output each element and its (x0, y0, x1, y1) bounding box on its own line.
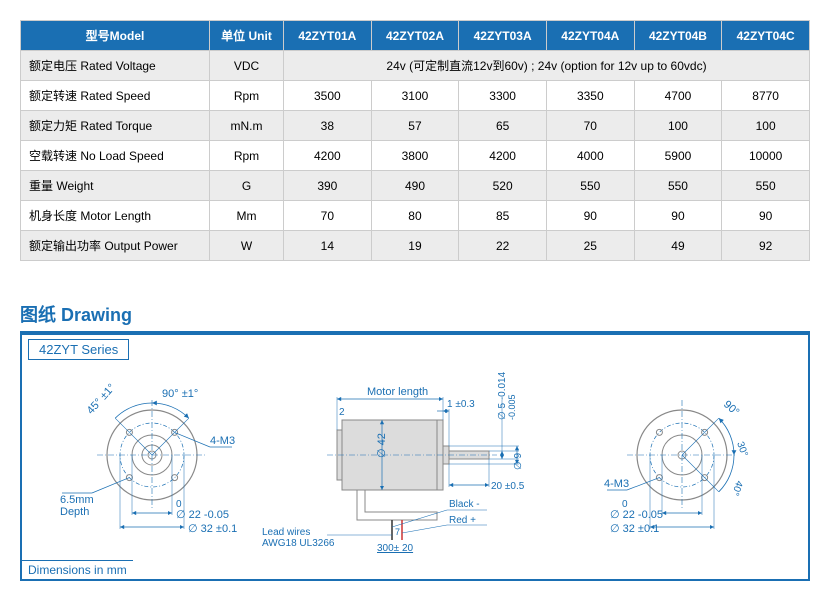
row-value: 25 (546, 231, 634, 261)
row-value: 70 (546, 111, 634, 141)
label-ang45: 45° ±1° (85, 382, 118, 417)
row-label: 额定转速 Rated Speed (21, 81, 210, 111)
table-row: 额定电压 Rated VoltageVDC24v (可定制直流12v到60v) … (21, 51, 810, 81)
label-r-4m3: 4-M3 (604, 478, 629, 490)
row-value: 90 (546, 201, 634, 231)
row-value: 3300 (459, 81, 547, 111)
row-unit: W (210, 231, 284, 261)
row-unit: Rpm (210, 81, 284, 111)
label-depth: 6.5mmDepth (60, 494, 94, 518)
row-value: 3100 (371, 81, 459, 111)
label-d42: ∅ 42 (376, 433, 388, 458)
header-c3: 42ZYT03A (459, 21, 547, 51)
label-d9: ∅ 9 (513, 453, 524, 470)
header-c2: 42ZYT02A (371, 21, 459, 51)
table-row: 额定力矩 Rated TorquemN.m38576570100100 (21, 111, 810, 141)
label-r-ang90: 90° (721, 398, 741, 418)
label-black: Black - (449, 499, 480, 510)
row-label: 机身长度 Motor Length (21, 201, 210, 231)
label-300: 300± 20 (377, 543, 414, 554)
label-r-ang40: 40° (729, 479, 745, 497)
row-value: 19 (371, 231, 459, 261)
label-2: 2 (339, 407, 345, 418)
row-value: 4000 (546, 141, 634, 171)
row-value: 80 (371, 201, 459, 231)
row-unit: Mm (210, 201, 284, 231)
row-value: 550 (722, 171, 810, 201)
table-row: 空载转速 No Load SpeedRpm4200380042004000590… (21, 141, 810, 171)
series-tab: 42ZYT Series (28, 339, 129, 360)
header-model: 型号Model (21, 21, 210, 51)
header-unit: 单位 Unit (210, 21, 284, 51)
row-value: 3800 (371, 141, 459, 171)
row-value: 92 (722, 231, 810, 261)
label-red: Red + (449, 515, 476, 526)
technical-drawing: 90° ±1° 45° ±1° 4-M3 6.5mmDepth 0 ∅ 22 -… (22, 360, 808, 560)
table-row: 额定输出功率 Output PowerW141922254992 (21, 231, 810, 261)
row-value: 22 (459, 231, 547, 261)
label-r-d32: ∅ 32 ±0.1 (610, 523, 659, 535)
header-c6: 42ZYT04C (722, 21, 810, 51)
row-value: 10000 (722, 141, 810, 171)
row-span-value: 24v (可定制直流12v到60v) ; 24v (option for 12v… (284, 51, 810, 81)
row-label: 重量 Weight (21, 171, 210, 201)
row-value: 550 (634, 171, 722, 201)
dim-footer: Dimensions in mm (22, 560, 133, 579)
table-row: 重量 WeightG390490520550550550 (21, 171, 810, 201)
row-value: 5900 (634, 141, 722, 171)
row-value: 49 (634, 231, 722, 261)
drawing-frame: 42ZYT Series (20, 333, 810, 581)
row-value: 3350 (546, 81, 634, 111)
label-7: 7 (395, 527, 400, 537)
row-value: 38 (284, 111, 372, 141)
row-value: 70 (284, 201, 372, 231)
row-value: 8770 (722, 81, 810, 111)
label-4m3-left: 4-M3 (210, 435, 235, 447)
label-20: 20 ±0.5 (491, 481, 525, 492)
label-ang90: 90° ±1° (162, 388, 198, 400)
row-value: 550 (546, 171, 634, 201)
label-motor-length: Motor length (367, 386, 428, 398)
row-value: 90 (634, 201, 722, 231)
header-c1: 42ZYT01A (284, 21, 372, 51)
row-value: 520 (459, 171, 547, 201)
row-value: 4200 (284, 141, 372, 171)
drawing-title: 图纸 Drawing (20, 301, 810, 333)
label-leads: Lead wiresAWG18 UL3266 (262, 527, 335, 549)
row-value: 490 (371, 171, 459, 201)
row-value: 90 (722, 201, 810, 231)
row-value: 4200 (459, 141, 547, 171)
row-value: 3500 (284, 81, 372, 111)
label-1-03: 1 ±0.3 (447, 399, 475, 410)
row-value: 65 (459, 111, 547, 141)
label-d5-up: -0.005 (507, 394, 517, 420)
label-r-d22: ∅ 22 -0.05 (610, 509, 663, 521)
spec-tbody: 额定电压 Rated VoltageVDC24v (可定制直流12v到60v) … (21, 51, 810, 261)
row-value: 57 (371, 111, 459, 141)
row-label: 额定力矩 Rated Torque (21, 111, 210, 141)
row-value: 390 (284, 171, 372, 201)
header-c4: 42ZYT04A (546, 21, 634, 51)
label-d32-left: ∅ 32 ±0.1 (188, 523, 237, 535)
row-unit: VDC (210, 51, 284, 81)
table-row: 额定转速 Rated SpeedRpm350031003300335047008… (21, 81, 810, 111)
row-value: 14 (284, 231, 372, 261)
label-r-ang30: 30° (734, 440, 750, 458)
row-unit: Rpm (210, 141, 284, 171)
row-value: 100 (634, 111, 722, 141)
row-label: 空载转速 No Load Speed (21, 141, 210, 171)
row-label: 额定电压 Rated Voltage (21, 51, 210, 81)
spec-table: 型号Model 单位 Unit 42ZYT01A 42ZYT02A 42ZYT0… (20, 20, 810, 261)
row-unit: mN.m (210, 111, 284, 141)
header-c5: 42ZYT04B (634, 21, 722, 51)
row-unit: G (210, 171, 284, 201)
table-row: 机身长度 Motor LengthMm708085909090 (21, 201, 810, 231)
row-value: 4700 (634, 81, 722, 111)
row-value: 100 (722, 111, 810, 141)
row-value: 85 (459, 201, 547, 231)
row-label: 额定输出功率 Output Power (21, 231, 210, 261)
